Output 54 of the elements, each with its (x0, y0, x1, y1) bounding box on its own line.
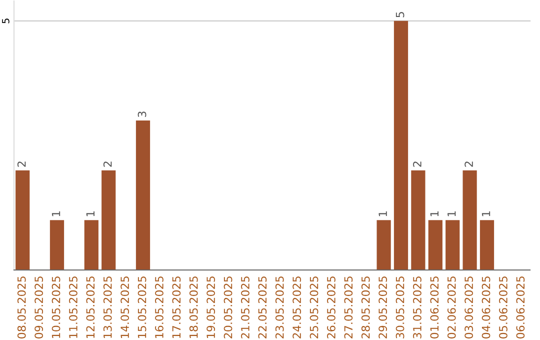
data-label: 1 (482, 211, 490, 216)
data-label: 1 (52, 211, 60, 216)
x-tick-label: 12.05.2025 (86, 276, 95, 338)
data-label: 2 (103, 162, 112, 167)
x-tick-label: 24.05.2025 (292, 276, 302, 338)
x-tick-label: 30.05.2025 (396, 276, 404, 338)
data-label: 5 (396, 12, 404, 18)
x-tick-label: 05.06.2025 (499, 276, 508, 338)
x-tick-label: 21.05.2025 (241, 276, 250, 338)
bar (480, 220, 494, 270)
bar (16, 170, 30, 270)
bar (462, 170, 477, 270)
x-tick-label: 25.05.2025 (310, 276, 318, 338)
bar (136, 120, 150, 270)
bar (50, 220, 64, 270)
x-tick-label: 20.05.2025 (224, 276, 232, 338)
data-label: 1 (448, 211, 456, 216)
data-label: 3 (138, 112, 146, 117)
data-label: 2 (413, 162, 422, 167)
x-tick-label: 15.05.2025 (138, 276, 146, 338)
data-label: 1 (378, 211, 387, 216)
x-tick-label: 27.05.2025 (344, 276, 353, 338)
x-tick-label: 28.05.2025 (361, 276, 370, 338)
x-tick-label: 08.05.2025 (17, 276, 26, 338)
bar (102, 170, 116, 270)
x-tick-label: 09.05.2025 (34, 276, 44, 338)
x-tick-label: 11.05.2025 (69, 276, 78, 338)
x-tick-label: 02.06.2025 (447, 276, 456, 338)
x-tick-label: 19.05.2025 (206, 276, 216, 338)
x-tick-label: 22.05.2025 (258, 276, 267, 338)
bar (411, 170, 426, 270)
data-label: 2 (17, 162, 26, 167)
x-tick-label: 23.05.2025 (275, 276, 284, 338)
x-tick-label: 16.05.2025 (155, 276, 164, 338)
x-tick-label: 29.05.2025 (378, 276, 388, 338)
x-tick-label: 17.05.2025 (172, 276, 181, 338)
x-tick-label: 03.06.2025 (464, 276, 474, 338)
bar (428, 220, 442, 270)
x-tick-label: 14.05.2025 (120, 276, 130, 338)
x-tick-label: 01.06.2025 (430, 276, 439, 338)
x-tick-label: 10.05.2025 (52, 276, 60, 338)
x-tick-label: 26.05.2025 (327, 276, 336, 338)
bar (376, 220, 391, 270)
bar (84, 220, 98, 270)
x-tick-label: 31.05.2025 (413, 276, 422, 338)
bar (446, 220, 460, 270)
data-label: 1 (430, 211, 438, 216)
data-label: 1 (86, 211, 94, 216)
x-tick-label: 18.05.2025 (189, 276, 198, 338)
x-tick-label: 06.06.2025 (516, 276, 525, 338)
data-label: 2 (464, 162, 473, 167)
x-tick-label: 04.06.2025 (482, 276, 490, 338)
bar (394, 20, 408, 270)
x-tick-label: 13.05.2025 (103, 276, 112, 338)
